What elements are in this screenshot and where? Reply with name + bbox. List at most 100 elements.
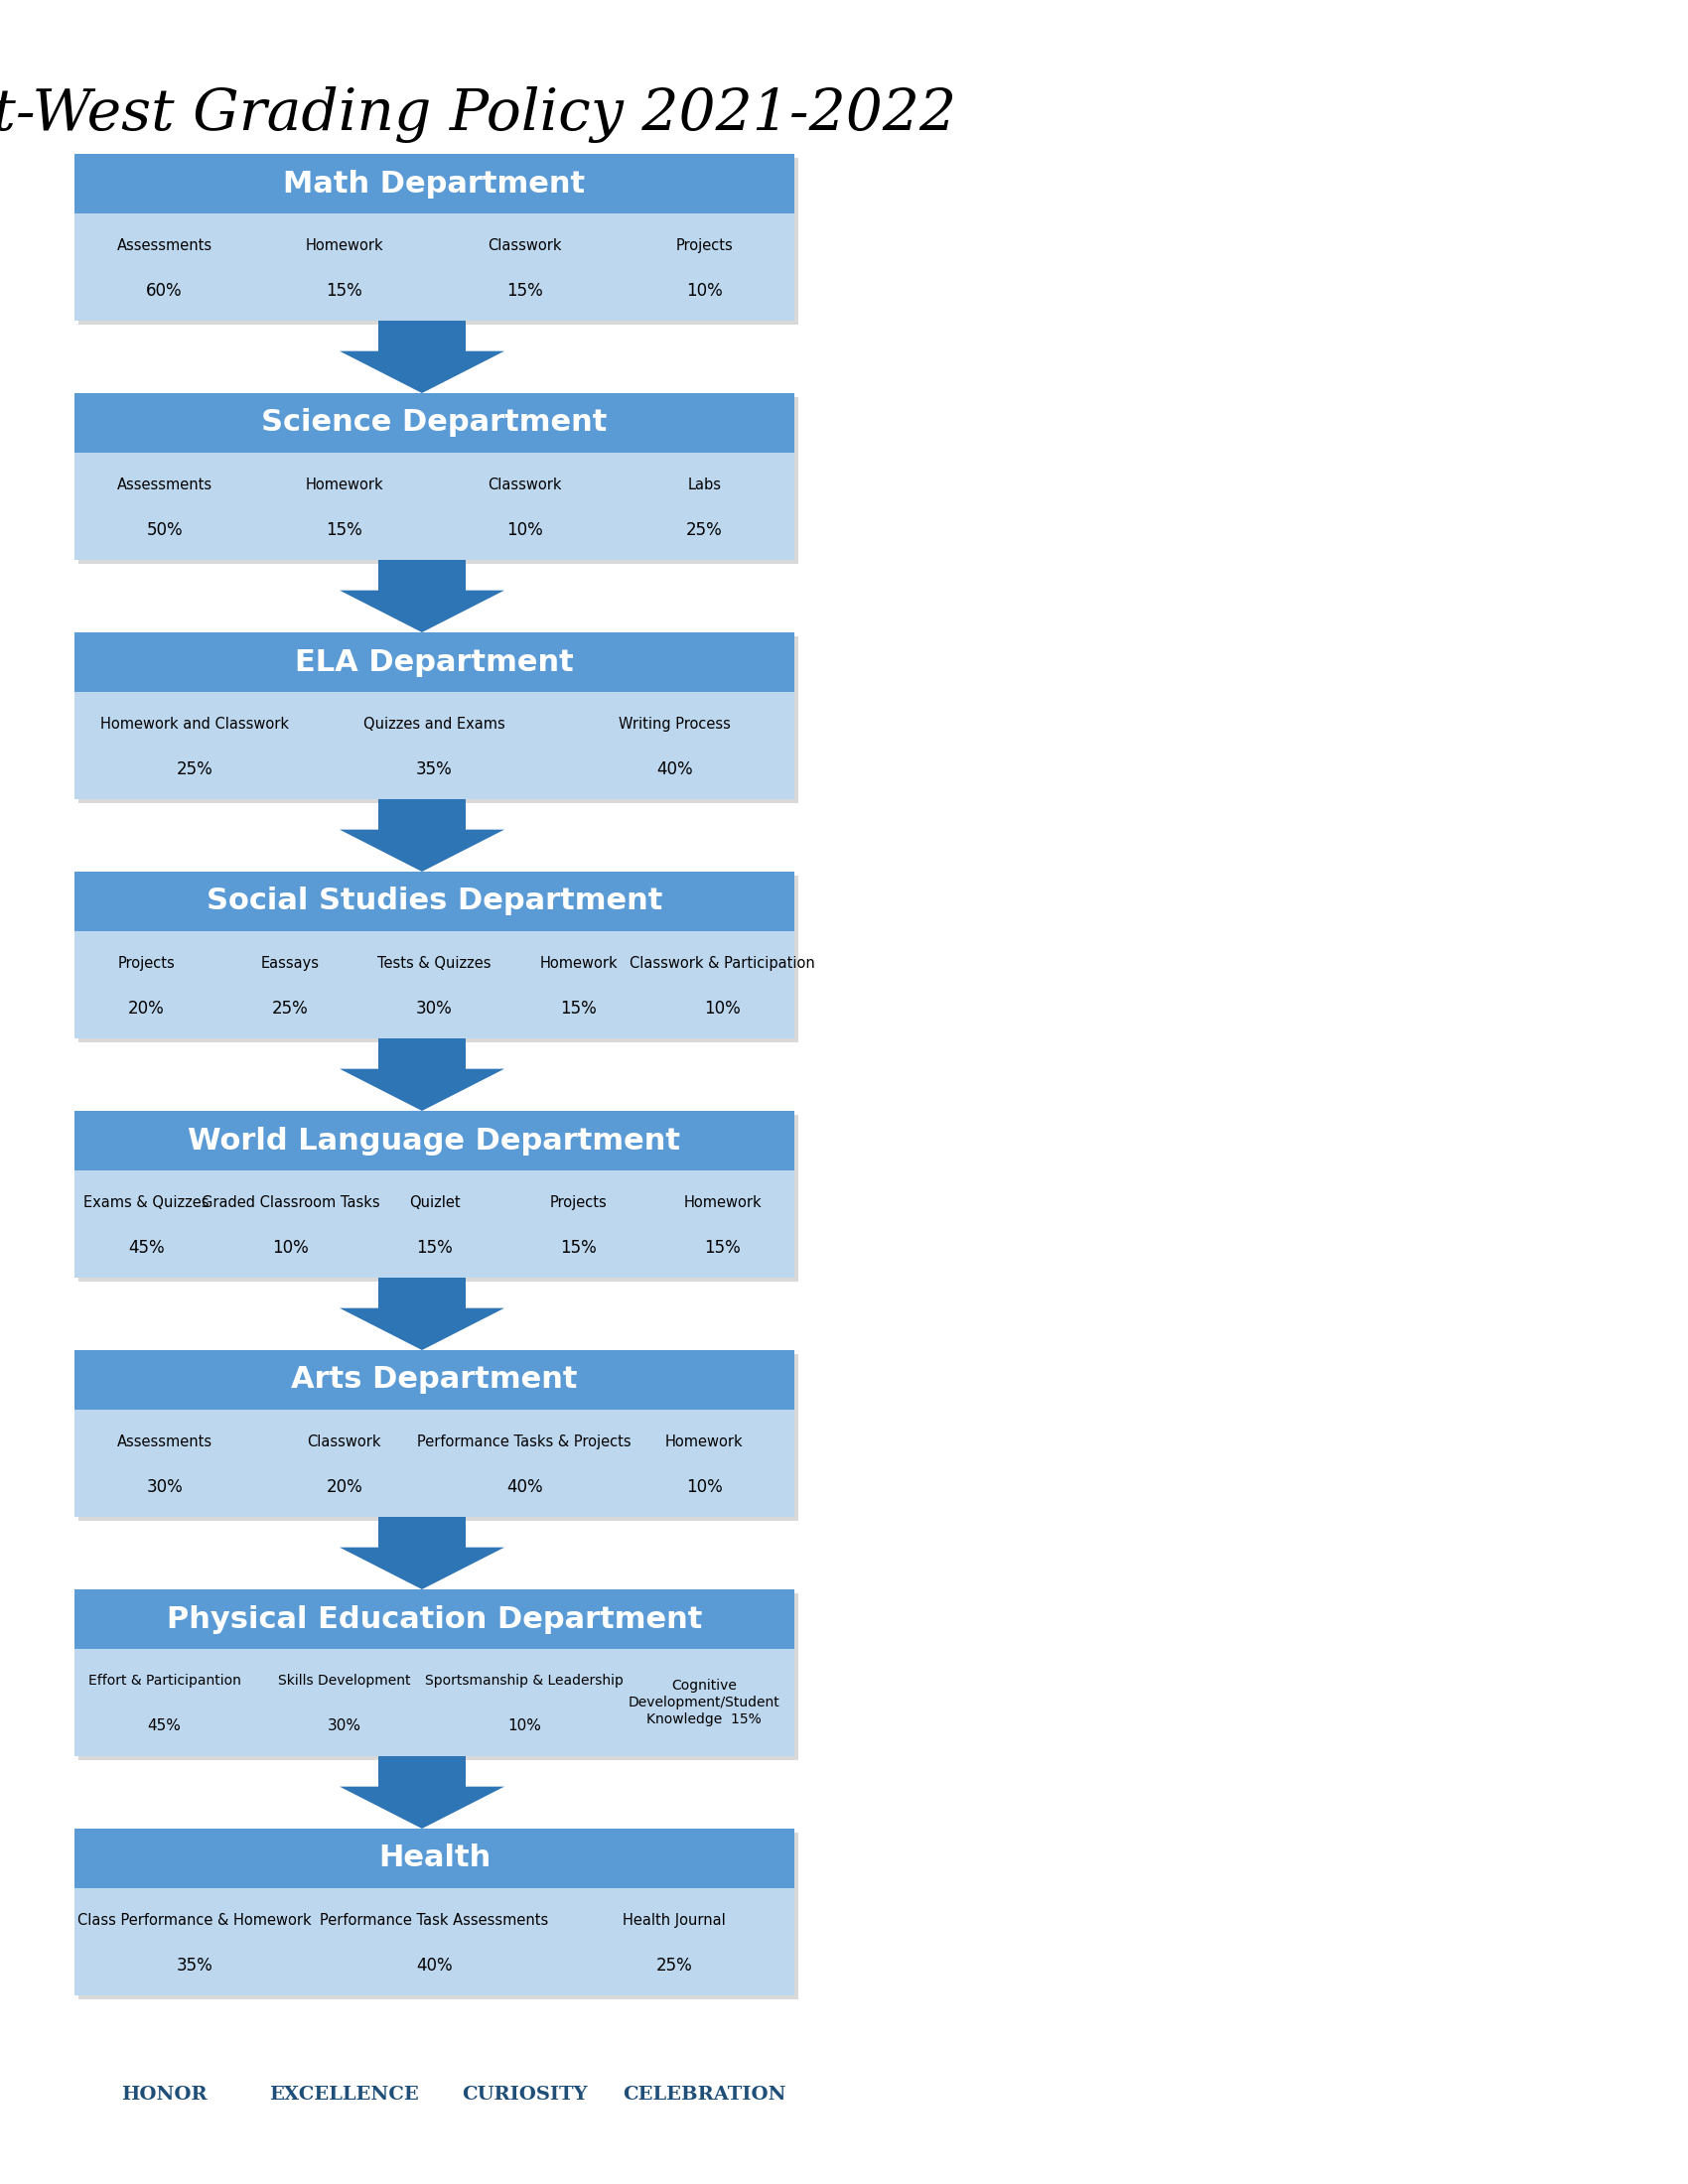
Text: 10%: 10%: [704, 1000, 741, 1018]
Bar: [74, 1409, 795, 1518]
Text: Classwork: Classwork: [488, 478, 562, 491]
Bar: [74, 1889, 795, 1996]
Bar: [74, 1649, 795, 1756]
Text: 25%: 25%: [176, 760, 213, 778]
Text: Homework: Homework: [665, 1435, 743, 1450]
Text: Health: Health: [378, 1843, 491, 1874]
Text: Homework: Homework: [306, 478, 383, 491]
Text: 15%: 15%: [560, 1000, 596, 1018]
Bar: [74, 1112, 795, 1171]
Text: Homework: Homework: [540, 957, 618, 970]
Text: Performance Task Assessments: Performance Task Assessments: [321, 1913, 549, 1928]
Text: 10%: 10%: [272, 1238, 309, 1256]
Text: 50%: 50%: [147, 522, 182, 539]
Bar: [74, 214, 795, 321]
Text: CURIOSITY: CURIOSITY: [461, 2086, 587, 2103]
Text: 10%: 10%: [685, 282, 722, 299]
Bar: [74, 692, 795, 799]
Text: 15%: 15%: [704, 1238, 741, 1256]
Polygon shape: [339, 1037, 505, 1112]
Text: Health Journal: Health Journal: [623, 1913, 726, 1928]
Text: 20%: 20%: [326, 1479, 363, 1496]
Text: Labs: Labs: [687, 478, 721, 491]
Bar: [78, 636, 798, 804]
Text: Effort & Participantion: Effort & Participantion: [88, 1675, 241, 1688]
Bar: [74, 871, 795, 930]
Polygon shape: [339, 1756, 505, 1828]
Text: Projects: Projects: [675, 238, 733, 253]
Text: Arts Department: Arts Department: [290, 1365, 577, 1393]
Bar: [74, 1590, 795, 1649]
Polygon shape: [339, 559, 505, 633]
Bar: [78, 1594, 798, 1760]
Bar: [78, 1832, 798, 1998]
Text: Physical Education Department: Physical Education Department: [167, 1605, 702, 1634]
Bar: [78, 1354, 798, 1520]
Text: Exams & Quizzes: Exams & Quizzes: [84, 1195, 209, 1210]
Text: 35%: 35%: [417, 760, 452, 778]
Text: Homework: Homework: [306, 238, 383, 253]
Bar: [74, 1350, 795, 1409]
Bar: [74, 393, 795, 452]
Bar: [78, 157, 798, 325]
Text: Class Performance & Homework: Class Performance & Homework: [78, 1913, 311, 1928]
Text: HONOR: HONOR: [122, 2086, 208, 2103]
Text: 15%: 15%: [417, 1238, 452, 1256]
Text: 25%: 25%: [272, 1000, 309, 1018]
Text: Assessments: Assessments: [116, 238, 213, 253]
Bar: [74, 930, 795, 1037]
Bar: [74, 452, 795, 559]
Text: 40%: 40%: [657, 760, 692, 778]
Text: 30%: 30%: [327, 1719, 361, 1734]
Text: 15%: 15%: [326, 522, 363, 539]
Text: 30%: 30%: [417, 1000, 452, 1018]
Text: 40%: 40%: [506, 1479, 542, 1496]
Polygon shape: [339, 1278, 505, 1350]
Text: 25%: 25%: [685, 522, 722, 539]
Text: 45%: 45%: [128, 1238, 165, 1256]
Bar: [78, 876, 798, 1042]
Text: Social Studies Department: Social Studies Department: [206, 887, 662, 915]
Text: 30%: 30%: [147, 1479, 182, 1496]
Bar: [74, 1828, 795, 1889]
Text: Homework and Classwork: Homework and Classwork: [100, 716, 289, 732]
Bar: [74, 153, 795, 214]
Text: ELA Department: ELA Department: [295, 649, 574, 677]
Text: Classwork: Classwork: [307, 1435, 381, 1450]
Text: Tests & Quizzes: Tests & Quizzes: [378, 957, 491, 970]
Text: Quizzes and Exams: Quizzes and Exams: [363, 716, 505, 732]
Bar: [74, 1171, 795, 1278]
Text: 10%: 10%: [506, 522, 542, 539]
Text: Math Department: Math Department: [284, 170, 586, 199]
Text: 25%: 25%: [657, 1957, 692, 1974]
Polygon shape: [339, 799, 505, 871]
Text: 45%: 45%: [147, 1719, 181, 1734]
Text: Performance Tasks & Projects: Performance Tasks & Projects: [417, 1435, 631, 1450]
Text: 15%: 15%: [560, 1238, 596, 1256]
Bar: [78, 1114, 798, 1282]
Text: 20%: 20%: [128, 1000, 165, 1018]
Text: Science Department: Science Department: [262, 408, 608, 437]
Text: East-West Grading Policy 2021-2022: East-West Grading Policy 2021-2022: [0, 85, 957, 142]
Text: Sportsmanship & Leadership: Sportsmanship & Leadership: [425, 1675, 623, 1688]
Text: Classwork: Classwork: [488, 238, 562, 253]
Text: 10%: 10%: [508, 1719, 542, 1734]
Text: CELEBRATION: CELEBRATION: [623, 2086, 787, 2103]
Polygon shape: [339, 1518, 505, 1590]
Text: Skills Development: Skills Development: [279, 1675, 410, 1688]
Polygon shape: [339, 321, 505, 393]
Text: Assessments: Assessments: [116, 478, 213, 491]
Bar: [74, 633, 795, 692]
Bar: [78, 397, 798, 563]
Text: Homework: Homework: [684, 1195, 761, 1210]
Text: Writing Process: Writing Process: [618, 716, 731, 732]
Text: 15%: 15%: [506, 282, 542, 299]
Text: Projects: Projects: [550, 1195, 608, 1210]
Text: Cognitive
Development/Student
Knowledge  15%: Cognitive Development/Student Knowledge …: [628, 1677, 780, 1728]
Text: Assessments: Assessments: [116, 1435, 213, 1450]
Text: Quizlet: Quizlet: [408, 1195, 461, 1210]
Text: 15%: 15%: [326, 282, 363, 299]
Text: Classwork & Participation: Classwork & Participation: [630, 957, 815, 970]
Text: World Language Department: World Language Department: [187, 1127, 680, 1155]
Text: EXCELLENCE: EXCELLENCE: [270, 2086, 419, 2103]
